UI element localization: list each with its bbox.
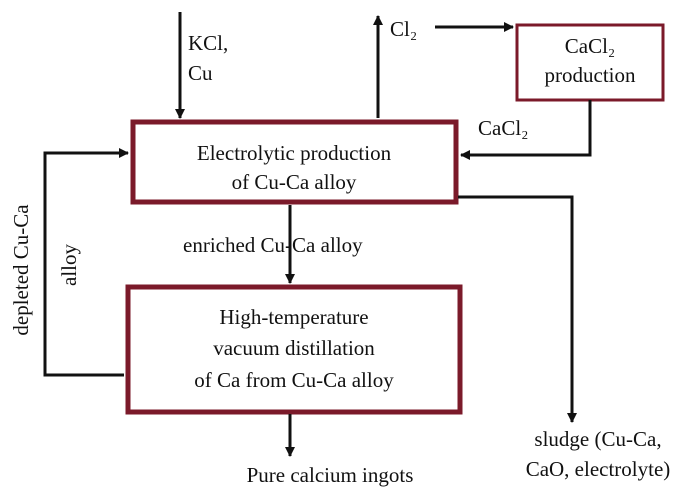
edge-label: Cu xyxy=(188,61,213,85)
edge-label: sludge (Cu-Ca, xyxy=(534,427,661,451)
edge-label: KCl, xyxy=(188,31,228,55)
edge-label: depleted Cu-Ca xyxy=(9,204,33,336)
edge-label: CaCl₂ xyxy=(478,116,529,140)
arrow-cacl2 xyxy=(460,100,592,160)
node-label: vacuum distillation xyxy=(213,336,375,360)
node-label: CaCl₂ xyxy=(565,34,616,58)
edge-label: Cl₂ xyxy=(390,17,417,41)
node-label: High-temperature xyxy=(219,305,368,329)
edge-label: enriched Cu-Ca alloy xyxy=(183,233,363,257)
node-label: production xyxy=(545,63,636,87)
arrow-depleted xyxy=(43,148,129,377)
edge-label: alloy xyxy=(57,244,81,286)
node-label: Electrolytic production xyxy=(197,141,392,165)
box-distillation xyxy=(125,284,463,415)
arrow-sludge xyxy=(458,195,577,423)
node-label: of Ca from Cu-Ca alloy xyxy=(194,368,394,392)
box-electrolysis xyxy=(130,119,459,205)
edge-label: Pure calcium ingots xyxy=(247,463,414,487)
edge-label: CaO, electrolyte) xyxy=(526,457,671,481)
node-label: of Cu-Ca alloy xyxy=(232,170,357,194)
